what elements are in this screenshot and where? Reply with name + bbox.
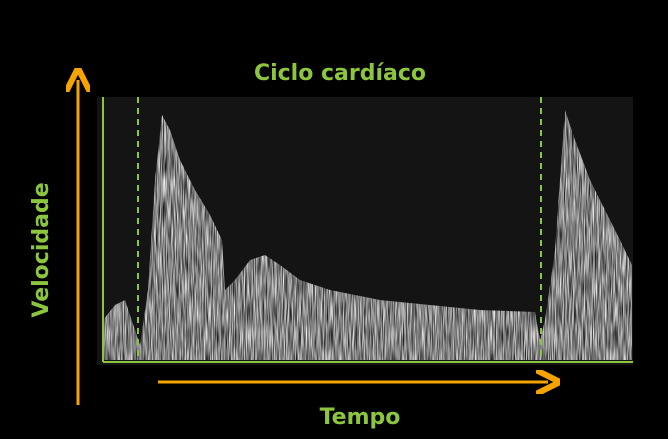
x-axis-label: Tempo bbox=[320, 405, 401, 430]
title: Ciclo cardíaco bbox=[254, 61, 426, 86]
y-axis-label: Velocidade bbox=[29, 182, 54, 317]
slide: Ciclo cardíaco Velocidade Tempo bbox=[0, 0, 668, 439]
